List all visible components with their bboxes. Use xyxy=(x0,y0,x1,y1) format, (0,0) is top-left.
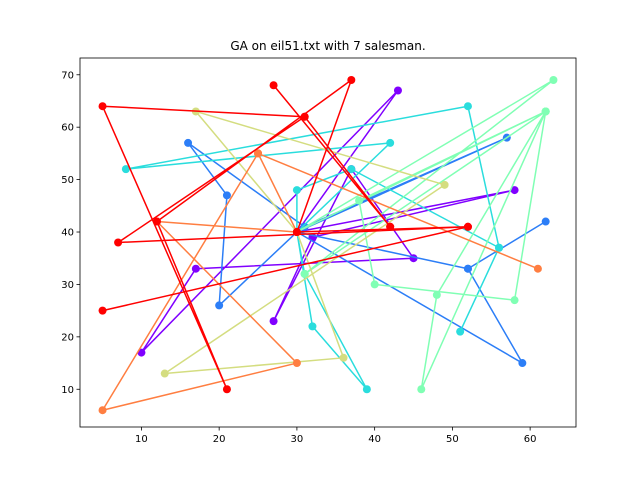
series-7-point-11 xyxy=(114,238,123,247)
x-tick-label: 40 xyxy=(368,434,381,445)
series-4-point-7 xyxy=(355,196,364,205)
series-4-point-5 xyxy=(510,296,519,305)
series-7-point-2 xyxy=(347,76,356,85)
chart-title: GA on eil51.txt with 7 salesman. xyxy=(230,39,425,53)
series-7-point-13 xyxy=(98,306,107,315)
y-tick-label: 40 xyxy=(61,228,74,239)
series-3-point-4 xyxy=(463,102,472,111)
axes: 10 20 30 40 50 60 10 20 30 40 50 60 70 xyxy=(61,57,577,445)
series-7-point-14 xyxy=(463,222,472,231)
series-4-point-2 xyxy=(549,76,558,85)
series-3-point-12 xyxy=(362,385,371,394)
series-1-point-2 xyxy=(393,86,402,95)
plot-frame xyxy=(79,57,577,428)
series-layer xyxy=(98,76,558,415)
x-tick-label: 60 xyxy=(524,434,537,445)
series-4-point-11 xyxy=(541,107,550,116)
series-3-point-13 xyxy=(308,322,317,331)
x-tick-label: 10 xyxy=(135,434,148,445)
series-7-point-3 xyxy=(152,217,161,226)
series-4-line xyxy=(295,79,555,391)
series-3-line xyxy=(125,105,500,391)
x-tick-label: 30 xyxy=(291,434,304,445)
y-tick-label: 60 xyxy=(61,123,74,134)
series-4-point-3 xyxy=(300,269,309,278)
series-3-point-8 xyxy=(347,165,356,174)
series-7-point-9 xyxy=(386,222,395,231)
series-2-point-10 xyxy=(463,264,472,273)
series-2-point-4 xyxy=(184,138,193,147)
series-4-point-10 xyxy=(432,290,441,299)
x-tick-label: 50 xyxy=(446,434,459,445)
series-5-point-4 xyxy=(160,369,169,378)
series-5-line xyxy=(163,110,446,375)
series-1-line xyxy=(140,89,516,354)
series-1-point-7 xyxy=(269,317,278,326)
x-tick-label: 20 xyxy=(213,434,226,445)
series-3-point-9 xyxy=(292,186,301,195)
series-4 xyxy=(292,76,558,394)
series-6-point-3 xyxy=(533,264,542,273)
series-7-point-10 xyxy=(300,112,309,121)
series-4-point-9 xyxy=(417,385,426,394)
series-7-point-8 xyxy=(269,81,278,90)
y-tick-label: 30 xyxy=(61,280,74,291)
series-7-line xyxy=(101,79,469,391)
series-6-point-5 xyxy=(98,406,107,415)
series-6-point-6 xyxy=(292,359,301,368)
series-7-point-4 xyxy=(222,385,231,394)
series-1-point-9 xyxy=(510,186,519,195)
series-7 xyxy=(98,76,472,394)
y-tick-label: 70 xyxy=(61,70,74,81)
y-tick-label: 50 xyxy=(61,175,74,186)
series-2-point-11 xyxy=(518,359,527,368)
series-1-point-4 xyxy=(191,264,200,273)
y-tick-label: 10 xyxy=(61,385,74,396)
series-6-point-4 xyxy=(254,149,263,158)
series-7-point-5 xyxy=(98,102,107,111)
series-4-point-6 xyxy=(370,280,379,289)
series-5-point-3 xyxy=(440,180,449,189)
series-3-point-3 xyxy=(121,165,130,174)
series-2-point-5 xyxy=(222,191,231,200)
series-3-point-6 xyxy=(456,327,465,336)
series-3-point-2 xyxy=(386,138,395,147)
series-3-point-7 xyxy=(495,243,504,252)
y-tick-label: 20 xyxy=(61,332,74,343)
series-7-point-15 xyxy=(292,228,301,237)
series-2-point-9 xyxy=(541,217,550,226)
series-2-point-6 xyxy=(215,301,224,310)
series-5-point-5 xyxy=(339,353,348,362)
